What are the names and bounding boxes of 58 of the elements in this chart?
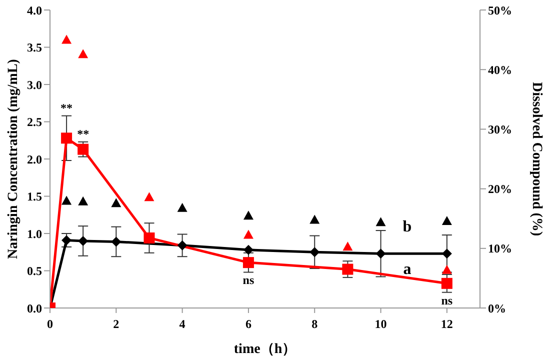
y-tick-label: 0.5: [27, 264, 42, 278]
x-tick-label: 2: [113, 317, 120, 331]
point: [111, 198, 122, 208]
point: [442, 216, 452, 225]
point: [243, 210, 254, 220]
y2-tick-label: 40%: [488, 62, 512, 77]
point: [78, 144, 89, 155]
point: [442, 248, 452, 259]
point: [111, 236, 122, 247]
point: [61, 132, 72, 144]
y-tick-label: 4.0: [27, 3, 42, 18]
point: [242, 257, 254, 268]
y-axis-title: Naringin Concentration (mg/mL): [6, 58, 21, 259]
point: [62, 34, 72, 44]
point: [177, 202, 188, 212]
point: [376, 217, 386, 226]
y2-tick-label: 20%: [488, 182, 512, 196]
y2-tick-label: 0%: [488, 301, 506, 316]
point: [342, 242, 353, 251]
point: [78, 49, 88, 58]
y-tick-label: 0.0: [27, 301, 42, 316]
x-tick-label: 6: [245, 317, 252, 331]
y2-tick-label: 30%: [488, 122, 512, 136]
point: [243, 230, 254, 239]
annotation: ns: [242, 273, 254, 288]
x-axis-title: time（h）: [234, 342, 296, 357]
x-tick-label: 4: [179, 317, 186, 331]
annotation: **: [77, 126, 90, 141]
x-tick-label: 10: [374, 317, 387, 331]
x-tick-label: 8: [312, 317, 318, 331]
point: [243, 244, 254, 255]
y-tick-label: 1.5: [27, 190, 42, 204]
y2-axis-title: Dissolved Compound (%): [529, 82, 544, 236]
y-tick-label: 3.5: [27, 40, 42, 55]
point: [62, 196, 72, 205]
x-tick-label: 12: [440, 317, 453, 331]
point: [144, 232, 155, 244]
series-label: a: [403, 260, 412, 278]
y2-tick-label: 50%: [488, 3, 512, 18]
point: [310, 214, 320, 224]
series-label: b: [402, 218, 412, 236]
point: [78, 236, 88, 246]
point: [442, 264, 452, 274]
point: [78, 196, 88, 206]
point: [376, 248, 386, 259]
y-tick-label: 2.5: [27, 115, 42, 130]
point: [144, 192, 154, 202]
x-tick-label: 0: [47, 317, 53, 331]
point: [177, 240, 188, 250]
point: [342, 264, 354, 275]
point: [310, 247, 320, 258]
y-tick-label: 2.0: [27, 152, 42, 166]
y2-tick-label: 10%: [488, 242, 512, 256]
point: [441, 278, 452, 289]
annotation: ns: [441, 293, 453, 308]
y-tick-label: 3.0: [27, 78, 42, 92]
annotation: **: [60, 100, 73, 115]
y-tick-label: 1.0: [27, 226, 42, 241]
